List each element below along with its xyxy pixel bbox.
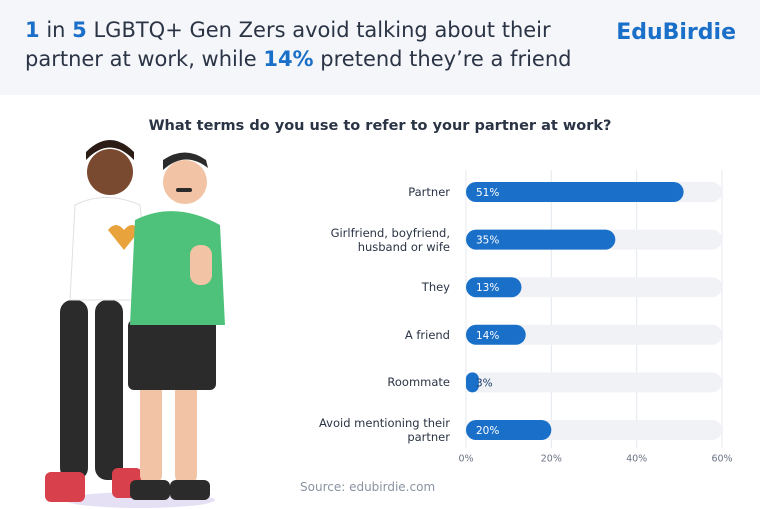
x-tick-label: 60% — [711, 454, 732, 465]
title: 1 in 5 LGBTQ+ Gen Zers avoid talking abo… — [25, 16, 585, 74]
category-label: Partner — [408, 185, 450, 199]
title-part: 5 — [72, 18, 87, 42]
value-label: 3% — [476, 377, 493, 389]
title-part: 1 — [25, 18, 40, 42]
source: Source: edubirdie.com — [300, 480, 436, 494]
category-label: Girlfriend, boyfriend, husband or wife — [330, 225, 450, 254]
value-label: 51% — [476, 187, 499, 199]
bar-track — [466, 324, 722, 345]
category-label: Roommate — [387, 375, 450, 390]
bar-track — [466, 372, 722, 393]
illustration — [45, 140, 225, 508]
bar — [466, 372, 479, 393]
bar — [466, 277, 522, 298]
x-tick-label: 20% — [541, 454, 562, 465]
x-tick-label: 0% — [458, 454, 473, 465]
title-part: pretend they’re a friend — [320, 47, 572, 71]
value-label: 35% — [476, 235, 499, 247]
value-label: 14% — [476, 330, 499, 342]
value-label: 20% — [476, 425, 499, 437]
title-part: 14% — [263, 47, 314, 71]
value-label: 13% — [476, 282, 499, 294]
category-label: Avoid mentioning their partner — [318, 416, 450, 444]
bar — [466, 324, 526, 345]
bar — [466, 229, 616, 250]
title-part: in — [46, 18, 66, 42]
category-label: A friend — [404, 327, 450, 342]
chart-subtitle: What terms do you use to refer to your p… — [148, 118, 612, 134]
bar — [466, 420, 552, 440]
category-label: They — [421, 280, 450, 295]
x-tick-label: 40% — [626, 454, 647, 465]
brand: EduBirdie — [616, 20, 736, 45]
bar — [466, 182, 684, 202]
title-part: LGBTQ+ Gen Zers avoid talking about thei… — [25, 18, 551, 71]
bar-track — [466, 277, 722, 298]
header — [0, 0, 760, 95]
